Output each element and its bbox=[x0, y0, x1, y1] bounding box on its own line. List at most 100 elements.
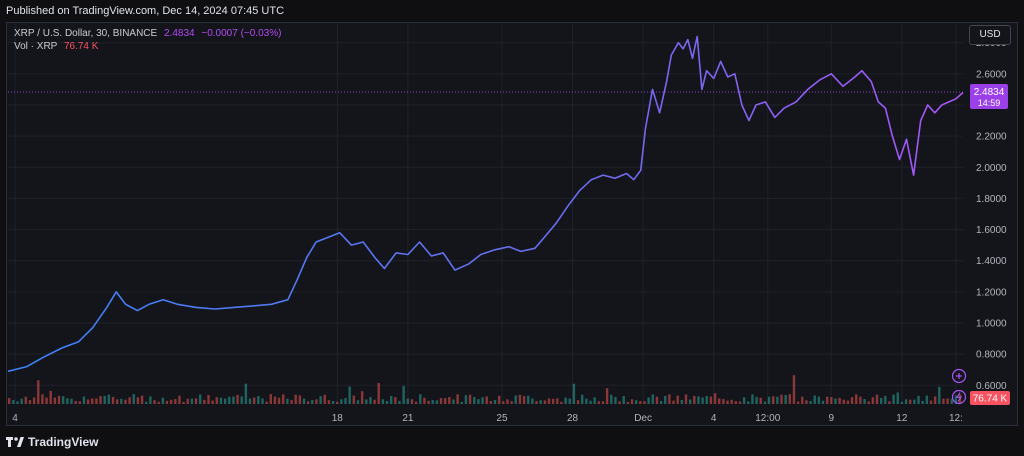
y-tick-label: 1.4000 bbox=[976, 256, 1007, 267]
volume-bar bbox=[315, 399, 318, 404]
volume-bar bbox=[431, 400, 434, 404]
volume-bar bbox=[527, 395, 530, 404]
volume-bar bbox=[78, 401, 81, 404]
volume-bar bbox=[485, 396, 488, 404]
grid-lines bbox=[8, 24, 963, 404]
volume-bar bbox=[477, 399, 480, 404]
volume-bar bbox=[298, 395, 302, 404]
volume-bar bbox=[12, 400, 15, 404]
last-price-label: 2.4834 bbox=[163, 28, 195, 39]
volume-bar bbox=[161, 397, 165, 404]
x-tick-label: 28 bbox=[567, 413, 579, 424]
volume-bar bbox=[776, 396, 779, 404]
volume-bar bbox=[223, 398, 227, 404]
volume-bar bbox=[182, 401, 185, 404]
y-tick-label: 1.0000 bbox=[976, 319, 1007, 330]
volume-bar bbox=[892, 394, 895, 404]
volume-bar bbox=[730, 399, 733, 404]
volume-bar bbox=[45, 397, 48, 404]
volume-bar bbox=[340, 399, 343, 404]
symbol-label[interactable]: XRP / U.S. Dollar, 30, BINANCE bbox=[14, 28, 158, 39]
volume-bar bbox=[406, 398, 410, 404]
volume-bar bbox=[82, 396, 86, 404]
volume-bar bbox=[651, 394, 654, 404]
volume-bar bbox=[543, 400, 547, 404]
volume-bar bbox=[701, 397, 704, 404]
volume-bar bbox=[805, 400, 808, 404]
volume-bar bbox=[53, 397, 57, 404]
volume-bar bbox=[688, 399, 692, 404]
plus-alert-icon[interactable] bbox=[951, 368, 967, 384]
lightning-icon[interactable] bbox=[951, 389, 967, 405]
volume-bar bbox=[452, 399, 455, 404]
x-tick-label: 12 bbox=[896, 413, 908, 424]
volume-bar bbox=[493, 399, 497, 404]
y-tick-label: 1.2000 bbox=[976, 287, 1007, 298]
volume-bar bbox=[419, 394, 422, 404]
volume-bar bbox=[888, 401, 891, 404]
x-tick-label: 18 bbox=[332, 413, 344, 424]
volume-value: 76.74 K bbox=[63, 41, 99, 52]
volume-bar bbox=[801, 396, 804, 404]
volume-bar bbox=[70, 398, 73, 404]
volume-bar bbox=[659, 400, 663, 404]
volume-bar bbox=[390, 396, 393, 404]
volume-bar bbox=[568, 398, 571, 404]
volume-bar bbox=[506, 399, 509, 404]
volume-bar bbox=[950, 398, 953, 404]
y-tick-label: 1.8000 bbox=[976, 194, 1007, 205]
volume-bar bbox=[111, 396, 115, 404]
volume-bar bbox=[518, 394, 522, 404]
volume-bar bbox=[302, 398, 306, 404]
volume-bar bbox=[630, 399, 634, 404]
volume-bar bbox=[24, 396, 28, 404]
volume-bar bbox=[655, 396, 659, 404]
volume-bar bbox=[510, 401, 513, 404]
volume-bar bbox=[414, 401, 418, 404]
volume-bar bbox=[323, 394, 326, 404]
volume-bar bbox=[547, 398, 551, 404]
volume-bar bbox=[855, 394, 858, 404]
volume-bar bbox=[759, 397, 762, 404]
volume-bar bbox=[57, 395, 61, 404]
volume-bar bbox=[20, 398, 23, 404]
volume-bar bbox=[597, 401, 601, 404]
lightning-icon-bolt bbox=[955, 392, 963, 402]
volume-bar bbox=[252, 397, 256, 404]
volume-label[interactable]: Vol · XRP bbox=[14, 41, 58, 52]
volume-bar bbox=[74, 400, 77, 404]
footer-brand[interactable]: TradingView bbox=[6, 432, 98, 452]
volume-bar bbox=[32, 397, 36, 404]
y-tick-label: 2.0000 bbox=[976, 163, 1007, 174]
volume-bar bbox=[319, 396, 322, 404]
volume-bar bbox=[248, 398, 252, 404]
chart-legend: XRP / U.S. Dollar, 30, BINANCE 2.4834 −0… bbox=[14, 27, 281, 53]
volume-bar bbox=[107, 394, 111, 404]
volume-bar bbox=[232, 396, 235, 404]
volume-bar bbox=[884, 395, 887, 404]
volume-bar bbox=[265, 401, 268, 404]
volume-bar bbox=[842, 399, 845, 404]
volume-bar bbox=[269, 394, 272, 404]
volume-bar bbox=[755, 396, 758, 404]
volume-bar bbox=[925, 395, 929, 404]
price-line[interactable] bbox=[7, 35, 964, 373]
volume-bar bbox=[622, 396, 625, 404]
x-tick-label: 25 bbox=[496, 413, 508, 424]
volume-bar bbox=[514, 395, 517, 404]
volume-bar bbox=[722, 399, 725, 404]
y-tick-label: 0.8000 bbox=[976, 350, 1007, 361]
volume-bar bbox=[365, 399, 368, 404]
volume-bar bbox=[867, 401, 870, 404]
volume-bar bbox=[203, 399, 206, 404]
volume-bar bbox=[909, 399, 912, 404]
currency-button[interactable]: USD bbox=[969, 25, 1011, 45]
volume-bar bbox=[713, 393, 717, 404]
volume-bar bbox=[165, 400, 169, 404]
volume-bar bbox=[373, 399, 376, 404]
x-axis[interactable]: 4 18 21 25 28 Dec 4 12:00 9 12 12: bbox=[12, 413, 963, 424]
volume-bar bbox=[672, 400, 675, 404]
volume-bar bbox=[190, 398, 194, 404]
volume-bar bbox=[900, 401, 904, 404]
